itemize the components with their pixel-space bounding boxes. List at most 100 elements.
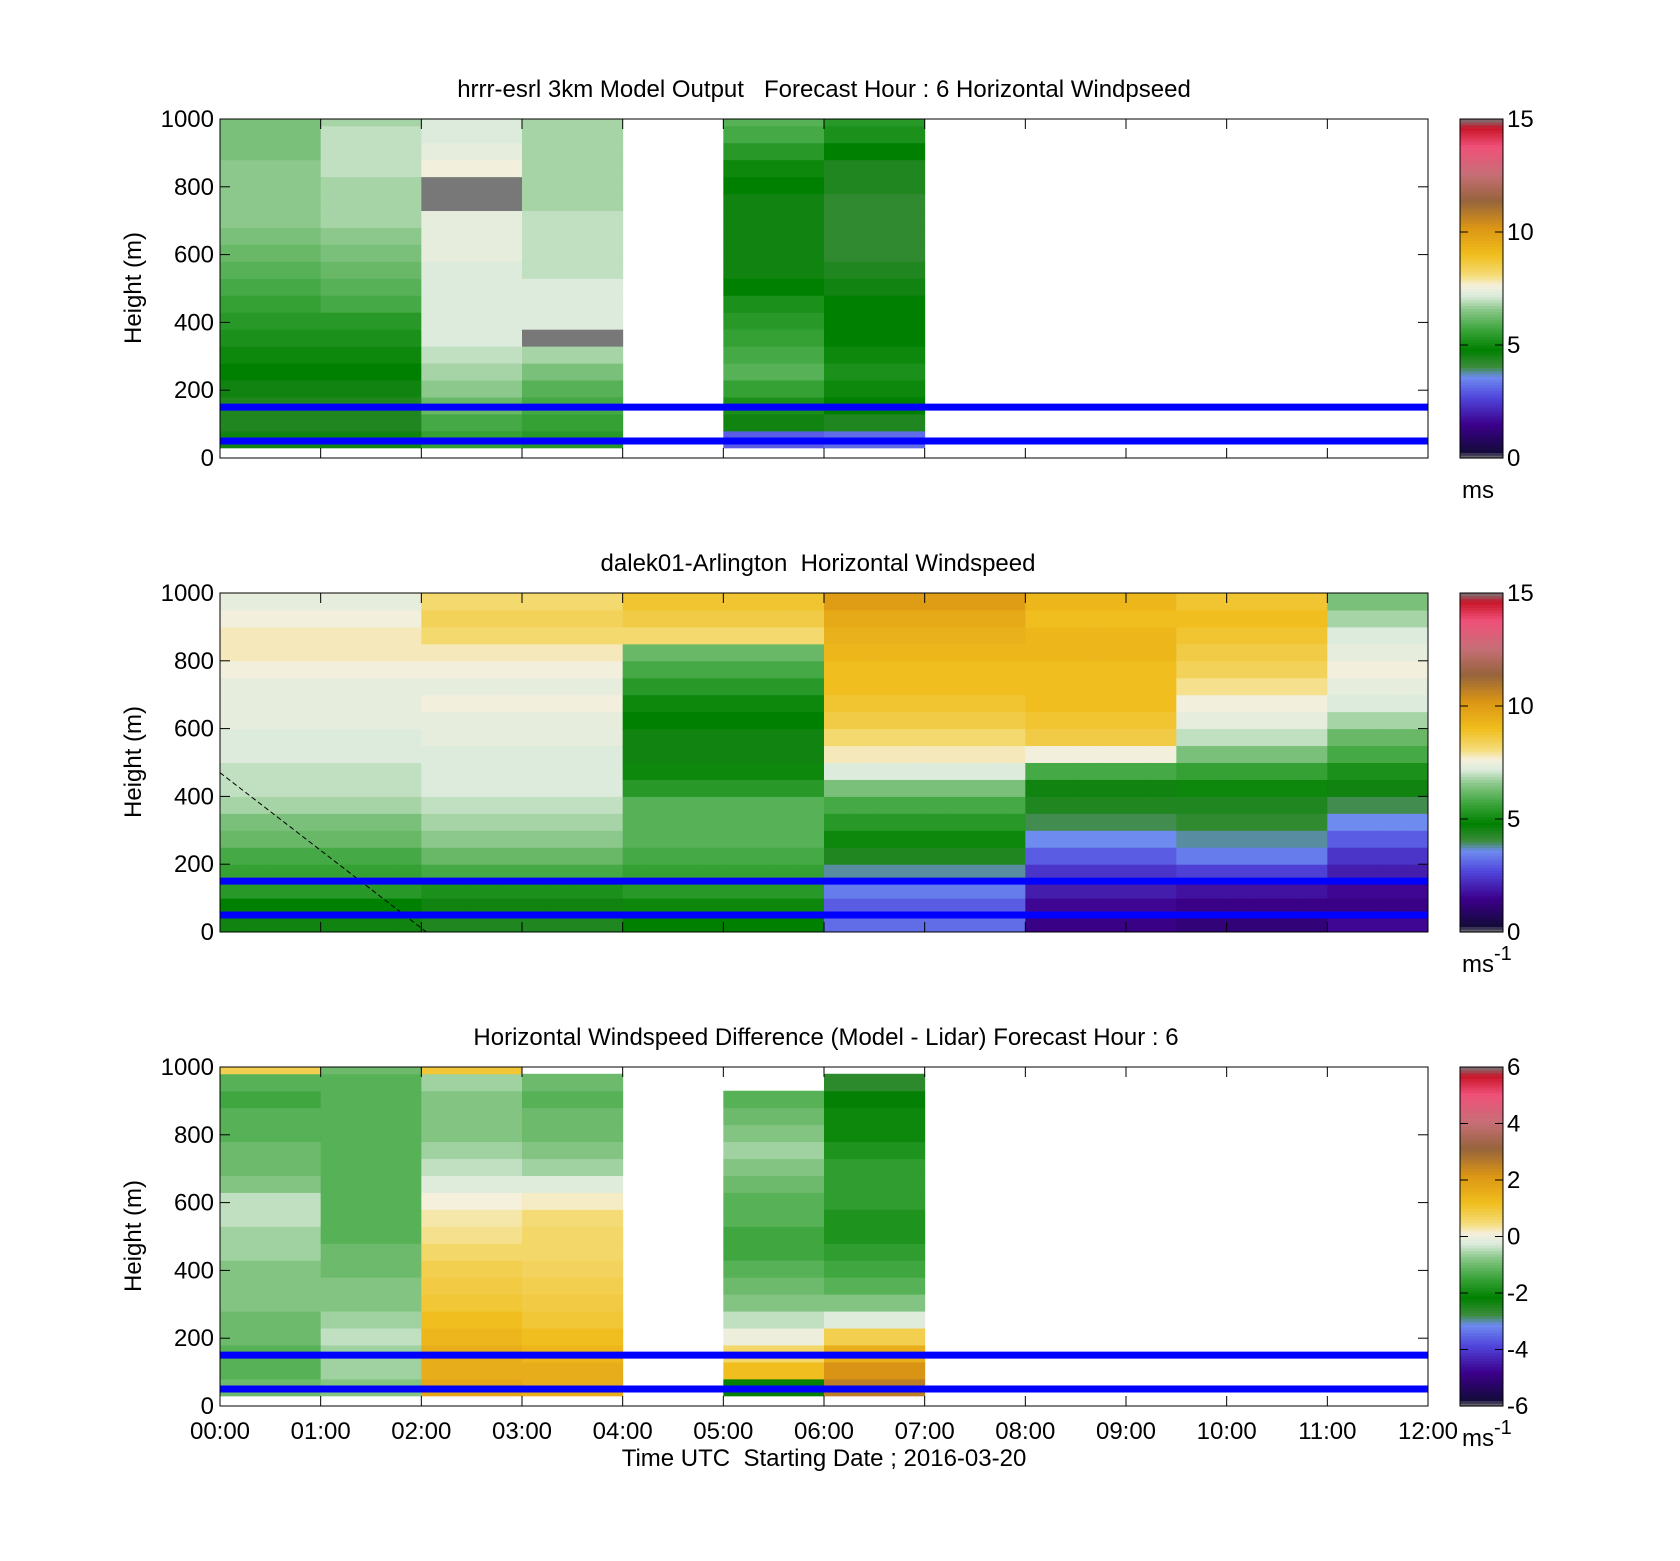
- heatmap-cell: [1251, 643, 1278, 662]
- colorbar-segment: [1460, 133, 1503, 137]
- colorbar-segment: [1460, 765, 1503, 769]
- heatmap-cell: [295, 830, 322, 848]
- colorbar-segment: [1460, 655, 1503, 659]
- colorbar-tick-label: 2: [1507, 1167, 1520, 1194]
- heatmap-cell: [1050, 643, 1077, 662]
- colorbar-segment: [1460, 883, 1503, 888]
- colorbar-segment: [1460, 1377, 1503, 1382]
- colorbar-tick-label: 15: [1507, 106, 1534, 133]
- colorbar-segment: [1460, 381, 1503, 386]
- heatmap-cell: [622, 677, 649, 696]
- heatmap-cell: [1050, 660, 1077, 679]
- heatmap-cell: [773, 864, 800, 882]
- colorbar-segment: [1460, 192, 1503, 196]
- heatmap-cell: [522, 745, 548, 763]
- heatmap-cell: [647, 813, 674, 831]
- heatmap-cell: [345, 864, 372, 882]
- colorbar-segment: [1460, 186, 1503, 191]
- colorbar-segment: [1460, 1216, 1503, 1221]
- heatmap-cell: [773, 728, 800, 747]
- colorbar-segment: [1460, 195, 1503, 199]
- heatmap-cell: [1151, 813, 1177, 831]
- heatmap-cell: [1126, 643, 1152, 662]
- heatmap-cell: [1251, 609, 1278, 628]
- heatmap-cell: [220, 363, 322, 381]
- heatmap-cell: [975, 660, 1001, 679]
- heatmap-cell: [220, 779, 246, 797]
- heatmap-cell: [1100, 813, 1127, 831]
- heatmap-cell: [874, 728, 900, 747]
- heatmap-cell: [1000, 864, 1026, 882]
- heatmap-cell: [421, 915, 447, 932]
- heatmap-cell: [1226, 728, 1253, 747]
- colorbar-segment: [1460, 158, 1503, 162]
- heatmap-cell: [647, 593, 674, 611]
- heatmap-cell: [597, 915, 624, 932]
- heatmap-cell: [345, 881, 372, 899]
- heatmap-cell: [1025, 762, 1051, 780]
- heatmap-cell: [522, 261, 624, 279]
- colorbar-segment: [1460, 169, 1503, 174]
- heatmap-cell: [522, 660, 548, 679]
- heatmap-cell: [295, 881, 322, 899]
- heatmap-cell: [1377, 779, 1404, 797]
- heatmap-cell: [622, 864, 649, 882]
- heatmap-cell: [1050, 593, 1077, 611]
- heatmap-cell: [522, 1277, 624, 1295]
- heatmap-cell: [622, 915, 649, 932]
- colorbar-segment: [1460, 869, 1503, 874]
- heatmap-cell: [496, 593, 523, 611]
- heatmap-cell: [824, 609, 850, 628]
- heatmap-cell: [295, 593, 322, 611]
- y-tick-label: 800: [174, 648, 214, 675]
- heatmap-cell: [220, 1141, 322, 1160]
- heatmap-cell: [874, 694, 900, 713]
- colorbar-segment: [1460, 1165, 1503, 1170]
- heatmap-cell: [1025, 643, 1051, 662]
- colorbar-segment: [1460, 708, 1503, 713]
- heatmap-cell: [345, 813, 372, 831]
- heatmap-cell: [1025, 915, 1051, 932]
- heatmap-cell: [622, 745, 649, 763]
- colorbar-segment: [1460, 373, 1503, 377]
- heatmap-cell: [421, 728, 447, 747]
- heatmap-cell: [1327, 711, 1353, 730]
- heatmap-cell: [547, 711, 573, 730]
- colorbar-segment: [1460, 395, 1503, 400]
- heatmap-cell: [320, 159, 422, 178]
- colorbar-segment: [1460, 1400, 1503, 1404]
- heatmap-cell: [673, 779, 699, 797]
- heatmap-cell: [723, 593, 749, 611]
- colorbar-segment: [1460, 1199, 1503, 1204]
- colorbar-segment: [1460, 643, 1503, 648]
- colorbar-segment: [1460, 903, 1503, 908]
- heatmap-cell: [1277, 830, 1303, 848]
- heatmap-cell: [1126, 898, 1152, 916]
- heatmap-cell: [622, 779, 649, 797]
- heatmap-cell: [522, 346, 624, 364]
- heatmap-cell: [647, 898, 674, 916]
- heatmap-cell: [1025, 796, 1051, 814]
- heatmap-cell: [270, 593, 296, 611]
- heatmap-cell: [1025, 593, 1051, 611]
- heatmap-cell: [270, 609, 296, 628]
- heatmap-cell: [949, 881, 976, 899]
- heatmap-cell: [824, 346, 926, 364]
- heatmap-cell: [421, 125, 523, 144]
- y-tick-label: 400: [174, 309, 214, 336]
- heatmap-cell: [773, 609, 800, 628]
- heatmap-cell: [1352, 779, 1379, 797]
- heatmap-cell: [1352, 745, 1379, 763]
- heatmap-cell: [421, 1192, 523, 1210]
- heatmap-cell: [320, 176, 422, 195]
- heatmap-cell: [874, 864, 900, 882]
- heatmap-cell: [1151, 694, 1177, 713]
- heatmap-cell: [547, 660, 573, 679]
- heatmap-cell: [723, 1192, 825, 1210]
- colorbar-segment: [1460, 1264, 1503, 1269]
- colorbar-segment: [1460, 711, 1503, 716]
- colorbar-segment: [1460, 429, 1503, 434]
- heatmap-cell: [975, 915, 1001, 932]
- heatmap-cell: [1377, 609, 1404, 628]
- colorbar-segment: [1460, 1287, 1503, 1291]
